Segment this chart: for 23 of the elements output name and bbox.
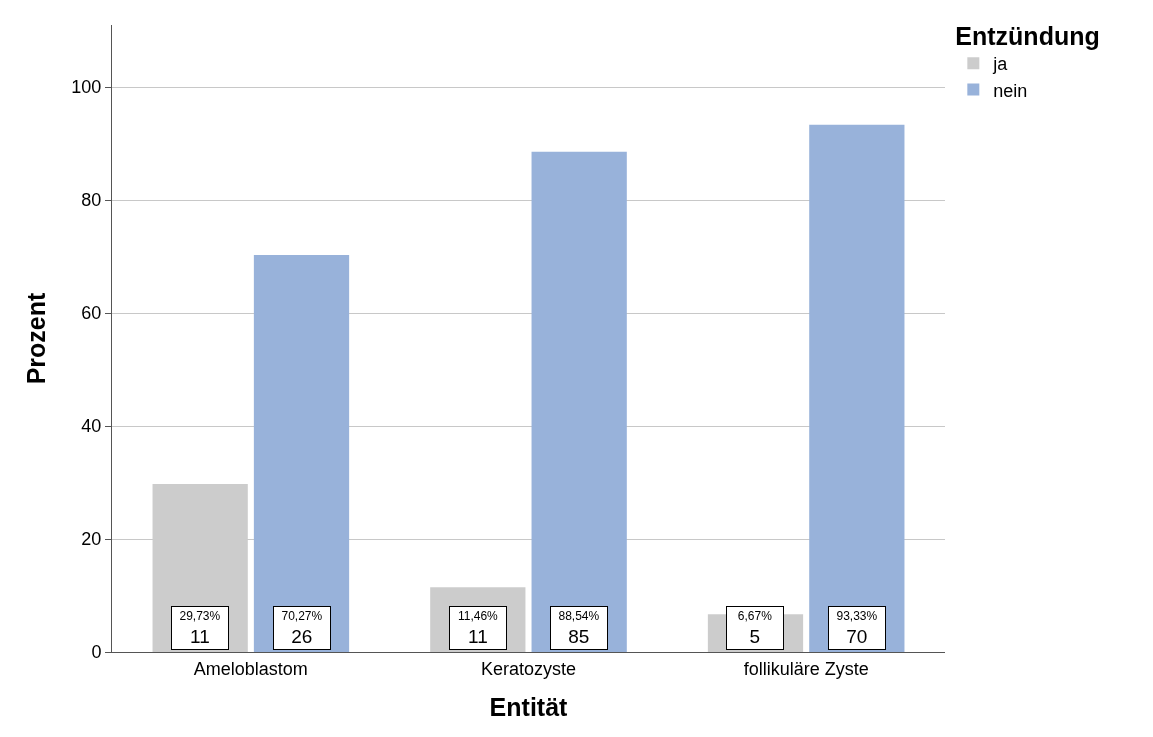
y-tick-label: 100: [71, 77, 102, 98]
legend-title: Entzündung: [955, 21, 1100, 50]
legend-label: nein: [993, 80, 1028, 101]
y-tick-label: 40: [81, 416, 102, 437]
bar: [253, 255, 350, 652]
bar: [809, 124, 905, 652]
y-tick-label: 60: [81, 303, 102, 324]
x-tick-label: Keratozyste: [480, 658, 577, 679]
y-tick-label: 20: [81, 529, 102, 550]
data-label: 29,73% 11: [179, 609, 221, 648]
x-axis-title: Entität: [489, 692, 569, 721]
x-tick-label: follikuläre Zyste: [743, 658, 869, 679]
data-label: 70,27% 26: [281, 609, 323, 648]
data-label: 93,33% 70: [836, 609, 878, 648]
legend-label: ja: [992, 54, 1009, 75]
data-label: 88,54% 85: [558, 609, 600, 648]
y-tick-label: 0: [91, 642, 102, 663]
x-tick-label: Ameloblastom: [193, 658, 308, 679]
y-axis-title: Prozent: [22, 291, 51, 385]
bar: [531, 151, 627, 652]
data-label: 6,67% 5: [737, 609, 773, 648]
data-label: 11,46% 11: [457, 609, 499, 648]
y-tick-label: 80: [81, 190, 102, 211]
